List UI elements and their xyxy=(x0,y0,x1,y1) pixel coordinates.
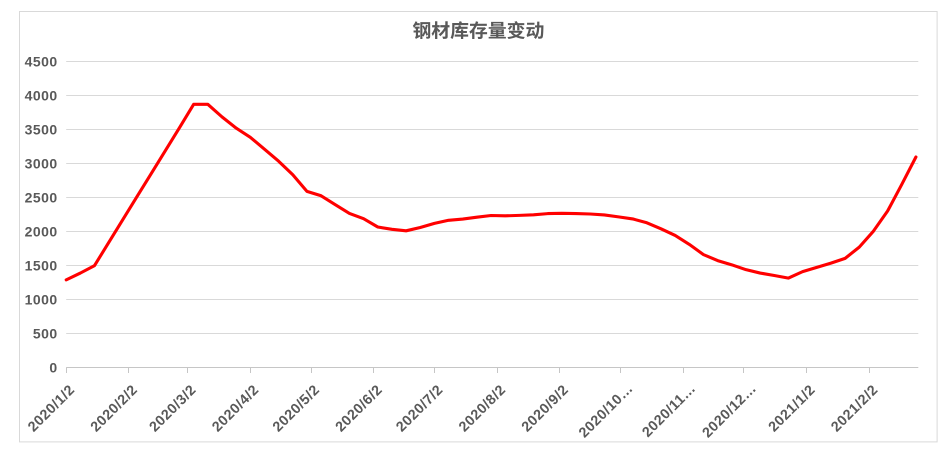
svg-text:3500: 3500 xyxy=(25,122,58,138)
svg-text:1000: 1000 xyxy=(25,292,58,308)
svg-text:0: 0 xyxy=(49,360,57,376)
svg-text:4000: 4000 xyxy=(25,88,58,104)
svg-text:2000: 2000 xyxy=(25,224,58,240)
svg-text:1500: 1500 xyxy=(25,258,58,274)
svg-text:3000: 3000 xyxy=(25,156,58,172)
svg-text:4500: 4500 xyxy=(25,54,58,70)
svg-text:2500: 2500 xyxy=(25,190,58,206)
svg-text:500: 500 xyxy=(33,326,58,342)
